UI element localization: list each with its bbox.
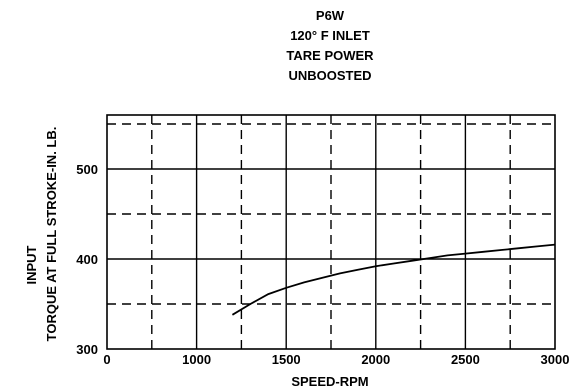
x-tick-label: 2000 — [361, 352, 390, 367]
y-tick-label: 300 — [76, 342, 98, 357]
x-tick-label: 0 — [103, 352, 110, 367]
x-tick-label: 1500 — [272, 352, 301, 367]
x-tick-label: 2500 — [451, 352, 480, 367]
title-line: TARE POWER — [286, 48, 374, 63]
y-axis-label-line-1: INPUT — [24, 245, 39, 284]
title-line: P6W — [316, 8, 345, 23]
grid — [107, 115, 555, 349]
chart-title: P6W 120° F INLET TARE POWER UNBOOSTED — [286, 8, 374, 83]
series-line — [231, 243, 556, 316]
title-line: UNBOOSTED — [288, 68, 371, 83]
title-line: 120° F INLET — [290, 28, 370, 43]
series-layer — [231, 243, 556, 316]
y-axis-ticks: 300 400 500 — [76, 162, 98, 357]
x-tick-label: 1000 — [182, 352, 211, 367]
y-tick-label: 500 — [76, 162, 98, 177]
x-axis-ticks: 0 1000 1500 2000 2500 3000 — [103, 352, 569, 367]
x-tick-label: 3000 — [541, 352, 570, 367]
y-tick-label: 400 — [76, 252, 98, 267]
y-axis-label-line-2: TORQUE AT FULL STROKE-IN. LB. — [44, 127, 59, 342]
x-axis-label: SPEED-RPM — [291, 374, 368, 389]
plot-frame — [106, 114, 556, 350]
